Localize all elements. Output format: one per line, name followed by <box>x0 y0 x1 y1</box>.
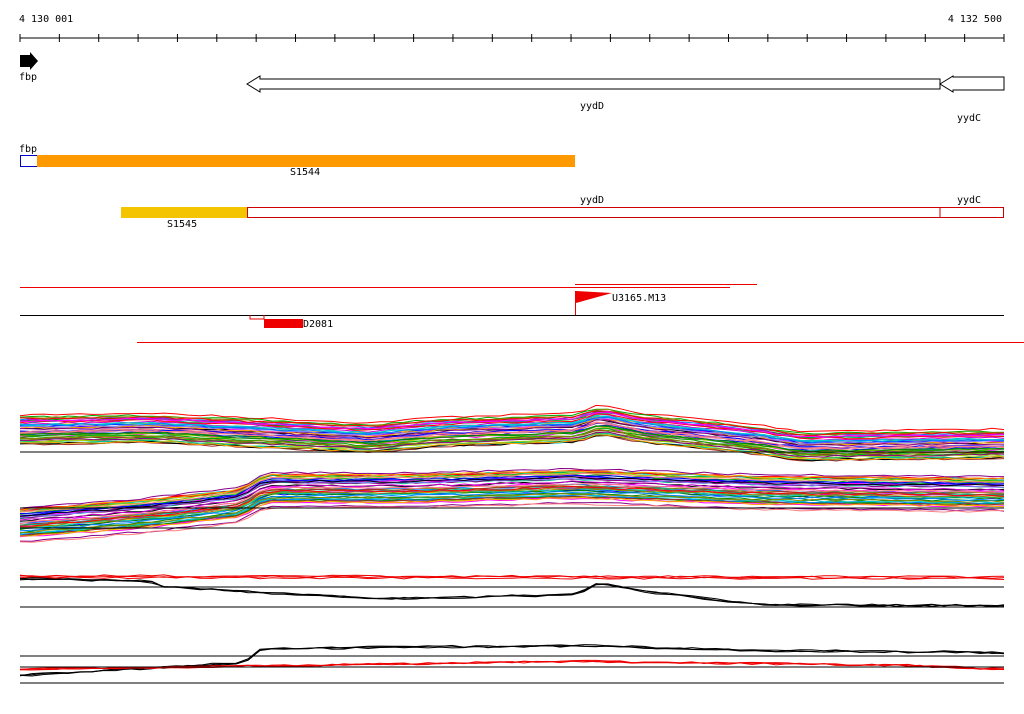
segment-label: S1544 <box>290 167 320 178</box>
signal-line <box>19 496 1005 537</box>
signal-line <box>19 419 1005 447</box>
segment-label: yydD <box>580 195 604 206</box>
segment <box>37 155 575 167</box>
signal-line <box>19 475 1005 517</box>
feature-mark <box>249 315 265 320</box>
signal-line <box>19 470 1005 511</box>
signal-line <box>19 428 1005 456</box>
signal-line <box>19 644 1005 677</box>
signal-line <box>19 434 1005 461</box>
signal-line <box>19 577 1005 607</box>
signal-line <box>19 490 1005 532</box>
ruler-start: 4 130 001 <box>19 14 73 25</box>
signal-tracks <box>19 404 1005 684</box>
signal-line <box>19 503 1004 543</box>
signal-line <box>19 480 1005 521</box>
signal-line <box>19 411 1005 439</box>
gene-arrow <box>20 52 38 70</box>
signal-line <box>19 472 1005 513</box>
segment <box>20 155 38 167</box>
signal-line <box>19 425 1005 452</box>
signal-line <box>19 487 1004 528</box>
signal-line <box>19 467 1004 509</box>
signal-line <box>19 428 1005 455</box>
signal-line <box>19 404 1005 433</box>
signal-line <box>19 408 1005 436</box>
signal-line <box>19 422 1005 449</box>
signal-line <box>19 425 1005 453</box>
signal-line <box>19 426 1005 453</box>
gene-label: yydD <box>580 101 604 112</box>
signal-line <box>19 493 1005 534</box>
flag <box>576 291 612 303</box>
gene-arrow <box>939 75 1005 93</box>
signal-line <box>19 418 1005 446</box>
segment <box>121 207 247 218</box>
signal-line <box>20 431 1005 458</box>
signal-line <box>19 416 1005 444</box>
signal-line <box>19 417 1005 445</box>
signal-line <box>19 492 1005 534</box>
gene-arrow <box>246 75 941 93</box>
signal-line <box>19 575 1005 579</box>
gene-label: yydC <box>957 113 981 124</box>
ruler-end: 4 132 500 <box>948 14 1002 25</box>
gene-label: fbp <box>19 72 37 83</box>
feature <box>264 319 303 328</box>
signal-line <box>19 496 1005 537</box>
signal-line <box>19 476 1005 517</box>
ruler-ticks <box>19 34 1005 42</box>
segment-label: yydC <box>957 195 981 206</box>
signal-line <box>19 412 1005 439</box>
segment-label: S1545 <box>167 219 197 230</box>
signal-line <box>19 578 1005 608</box>
segment-label: fbp <box>19 144 37 155</box>
feature-label: U3165.M13 <box>612 293 666 304</box>
signal-line <box>19 482 1005 525</box>
signal-line <box>19 486 1005 527</box>
signal-line <box>19 645 1005 676</box>
signal-line <box>19 644 1005 677</box>
feature-label: D2081 <box>303 319 333 330</box>
segment <box>247 207 1004 218</box>
signal-line <box>19 578 1005 607</box>
signal-line <box>19 413 1005 440</box>
signal-line <box>19 432 1005 461</box>
signal-line <box>19 414 1005 443</box>
signal-line <box>19 410 1005 437</box>
